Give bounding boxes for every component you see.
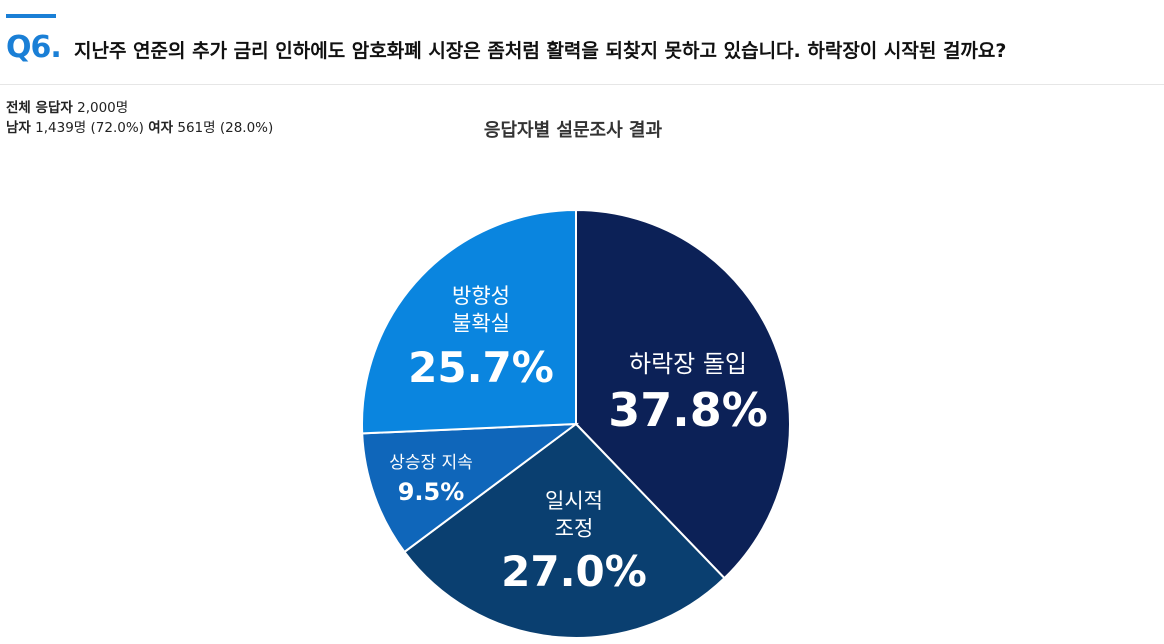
slice-label-0: 하락장 돌입 <box>629 350 747 378</box>
slice-value-3: 25.7% <box>408 343 554 392</box>
slice-value-1: 27.0% <box>501 547 647 596</box>
pie-slice-3 <box>361 208 577 435</box>
slice-label-3: 방향성 불확실 <box>452 284 510 335</box>
pie-slice-1 <box>403 422 726 639</box>
male-value: 1,439명 (72.0%) <box>35 120 144 136</box>
female-value: 561명 (28.0%) <box>177 120 274 136</box>
header-divider <box>0 84 1164 85</box>
pie-slice-0 <box>575 208 791 580</box>
pie-slice-2 <box>361 422 580 554</box>
respondent-stats: 전체 응답자 2,000명 남자 1,439명 (72.0%) 여자 561명 … <box>6 98 273 138</box>
slice-label-1: 일시적 조정 <box>545 489 603 540</box>
question-number: Q6. <box>6 30 62 65</box>
female-label: 여자 <box>148 120 174 136</box>
total-respondents: 전체 응답자 2,000명 <box>6 98 273 118</box>
slice-value-2: 9.5% <box>398 478 465 506</box>
question-text: 지난주 연준의 추가 금리 인하에도 암호화폐 시장은 좀처럼 활력을 되찾지 … <box>74 40 1007 62</box>
total-value: 2,000명 <box>77 100 129 116</box>
gender-breakdown: 남자 1,439명 (72.0%) 여자 561명 (28.0%) <box>6 118 273 138</box>
slice-label-2: 상승장 지속 <box>389 453 473 473</box>
question-accent-bar <box>6 14 56 18</box>
slice-value-0: 37.8% <box>608 383 768 437</box>
total-label: 전체 응답자 <box>6 100 73 116</box>
chart-title: 응답자별 설문조사 결과 <box>483 120 663 141</box>
male-label: 남자 <box>6 120 31 136</box>
